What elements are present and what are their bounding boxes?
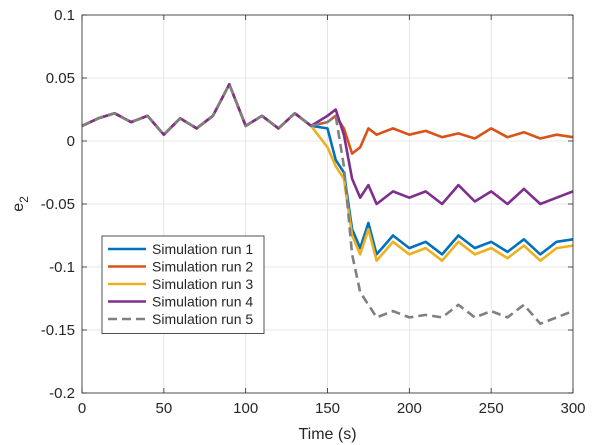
legend-label: Simulation run 3 [152,276,253,292]
x-axis-label: Time (s) [298,426,356,443]
series-lines [81,83,574,326]
y-tick-label: -0.05 [41,196,75,213]
series-line-5 [81,83,574,326]
legend-label: Simulation run 5 [152,311,253,327]
legend-label: Simulation run 2 [152,259,253,275]
ticks: 0 50 100 150 200 250 300 -0.2 -0.15 -0.1 -0.05 0 0.0… [41,7,586,417]
x-tick-label: 0 [78,400,86,417]
y-tick-label: -0.15 [41,322,75,339]
x-tick-label: 300 [560,400,585,417]
x-tick-label: 200 [397,400,422,417]
x-tick-label: 150 [315,400,340,417]
y-axis-label: e2 [10,196,31,212]
y-tick-label: -0.1 [49,259,75,276]
x-tick-label: 50 [155,400,172,417]
legend-label: Simulation run 1 [152,241,253,257]
y-axis-label-base: e [10,203,27,212]
y-tick-label: 0.05 [46,70,75,87]
series-line-4 [81,83,574,206]
legend-label: Simulation run 4 [152,294,253,310]
y-axis-label-subscript: 2 [17,196,31,203]
x-tick-label: 250 [479,400,504,417]
y-tick-label: -0.2 [49,385,75,402]
x-tick-label: 100 [233,400,258,417]
y-tick-label: 0.1 [54,7,75,24]
y-tick-label: 0 [67,133,75,150]
